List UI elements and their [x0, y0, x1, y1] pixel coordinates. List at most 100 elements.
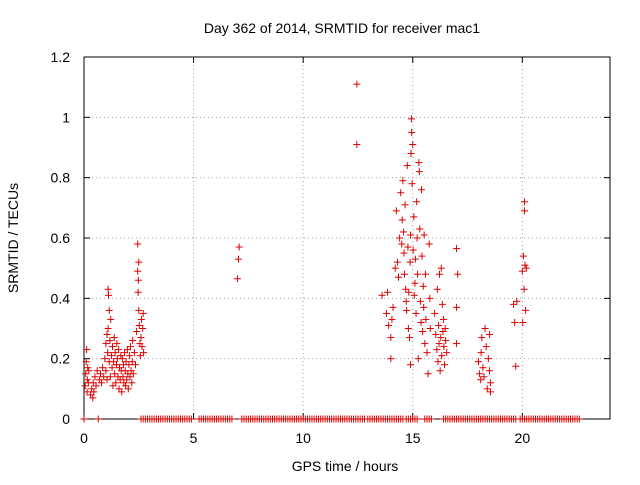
data-point [106, 373, 114, 381]
data-point [419, 328, 427, 336]
data-points [80, 80, 583, 423]
data-point [389, 303, 397, 311]
data-point [433, 285, 441, 293]
x-tick-label: 5 [190, 430, 198, 446]
data-point [82, 370, 90, 378]
data-point [135, 306, 143, 314]
data-point [413, 234, 421, 242]
data-point [479, 364, 487, 372]
data-point [110, 334, 118, 342]
data-point [426, 294, 434, 302]
data-point [407, 115, 415, 123]
data-point [121, 349, 129, 357]
data-point [437, 334, 445, 342]
data-point [115, 346, 123, 354]
data-point [116, 364, 124, 372]
data-point [400, 270, 408, 278]
data-point [387, 334, 395, 342]
data-point [397, 189, 405, 197]
data-point [395, 273, 403, 281]
data-point [487, 388, 495, 396]
data-point [519, 252, 527, 260]
data-point [102, 340, 110, 348]
data-point [85, 367, 93, 375]
data-point [521, 207, 529, 215]
data-point [112, 361, 120, 369]
zero-data-point [427, 415, 435, 423]
y-tick-label: 0.6 [51, 230, 71, 246]
data-point [233, 275, 241, 283]
data-point [415, 159, 423, 167]
data-point [453, 340, 461, 348]
data-point [118, 355, 126, 363]
data-point [521, 261, 529, 269]
data-point [409, 140, 417, 148]
data-point [482, 343, 490, 351]
data-point [103, 376, 111, 384]
data-point [81, 382, 89, 390]
zero-data-point [228, 415, 236, 423]
zero-data-point [413, 415, 421, 423]
data-point [102, 367, 110, 375]
data-point [119, 373, 127, 381]
data-point [421, 270, 429, 278]
x-tick-label: 10 [295, 430, 311, 446]
data-point [353, 80, 361, 88]
data-point [420, 303, 428, 311]
data-point [426, 325, 434, 332]
data-point [104, 285, 112, 293]
data-point [100, 373, 108, 381]
data-point [128, 358, 136, 366]
data-point [484, 355, 492, 363]
data-point [483, 385, 491, 393]
data-point [387, 355, 395, 363]
data-point [442, 337, 450, 345]
data-point [435, 321, 443, 329]
zero-data-point [94, 415, 102, 423]
y-axis-label: SRMTID / TECUs [5, 183, 21, 293]
data-point [353, 140, 361, 148]
data-point [104, 349, 112, 357]
data-point [401, 201, 409, 209]
data-point [481, 325, 489, 332]
x-tick-label: 20 [515, 430, 531, 446]
data-point [416, 225, 424, 233]
data-point [124, 385, 132, 393]
data-point [407, 231, 415, 239]
data-point [103, 331, 111, 339]
data-point [388, 315, 396, 323]
data-point [402, 285, 410, 293]
data-point [120, 379, 128, 387]
data-point [123, 346, 131, 354]
data-point [522, 306, 530, 314]
data-point [111, 370, 119, 378]
data-point [433, 346, 441, 354]
grid [84, 57, 610, 419]
data-point [98, 379, 106, 387]
x-tick-label: 15 [405, 430, 421, 446]
data-point [137, 315, 145, 323]
data-point [412, 309, 420, 317]
data-point [126, 352, 134, 360]
data-point [110, 358, 118, 366]
data-point [415, 168, 423, 176]
data-point [126, 373, 134, 381]
y-tick-label: 1 [62, 109, 70, 125]
data-point [414, 270, 422, 278]
data-point [400, 228, 408, 236]
data-point [443, 349, 451, 357]
y-tick-label: 0.8 [51, 170, 71, 186]
data-point [487, 379, 495, 387]
data-point [406, 258, 414, 266]
data-point [137, 334, 145, 342]
data-point [382, 309, 390, 317]
data-point [83, 376, 91, 384]
data-point [431, 309, 439, 317]
data-point [91, 373, 99, 381]
data-point [130, 349, 138, 357]
data-point [403, 162, 411, 170]
zero-data-point [80, 415, 88, 423]
data-point [89, 394, 97, 402]
